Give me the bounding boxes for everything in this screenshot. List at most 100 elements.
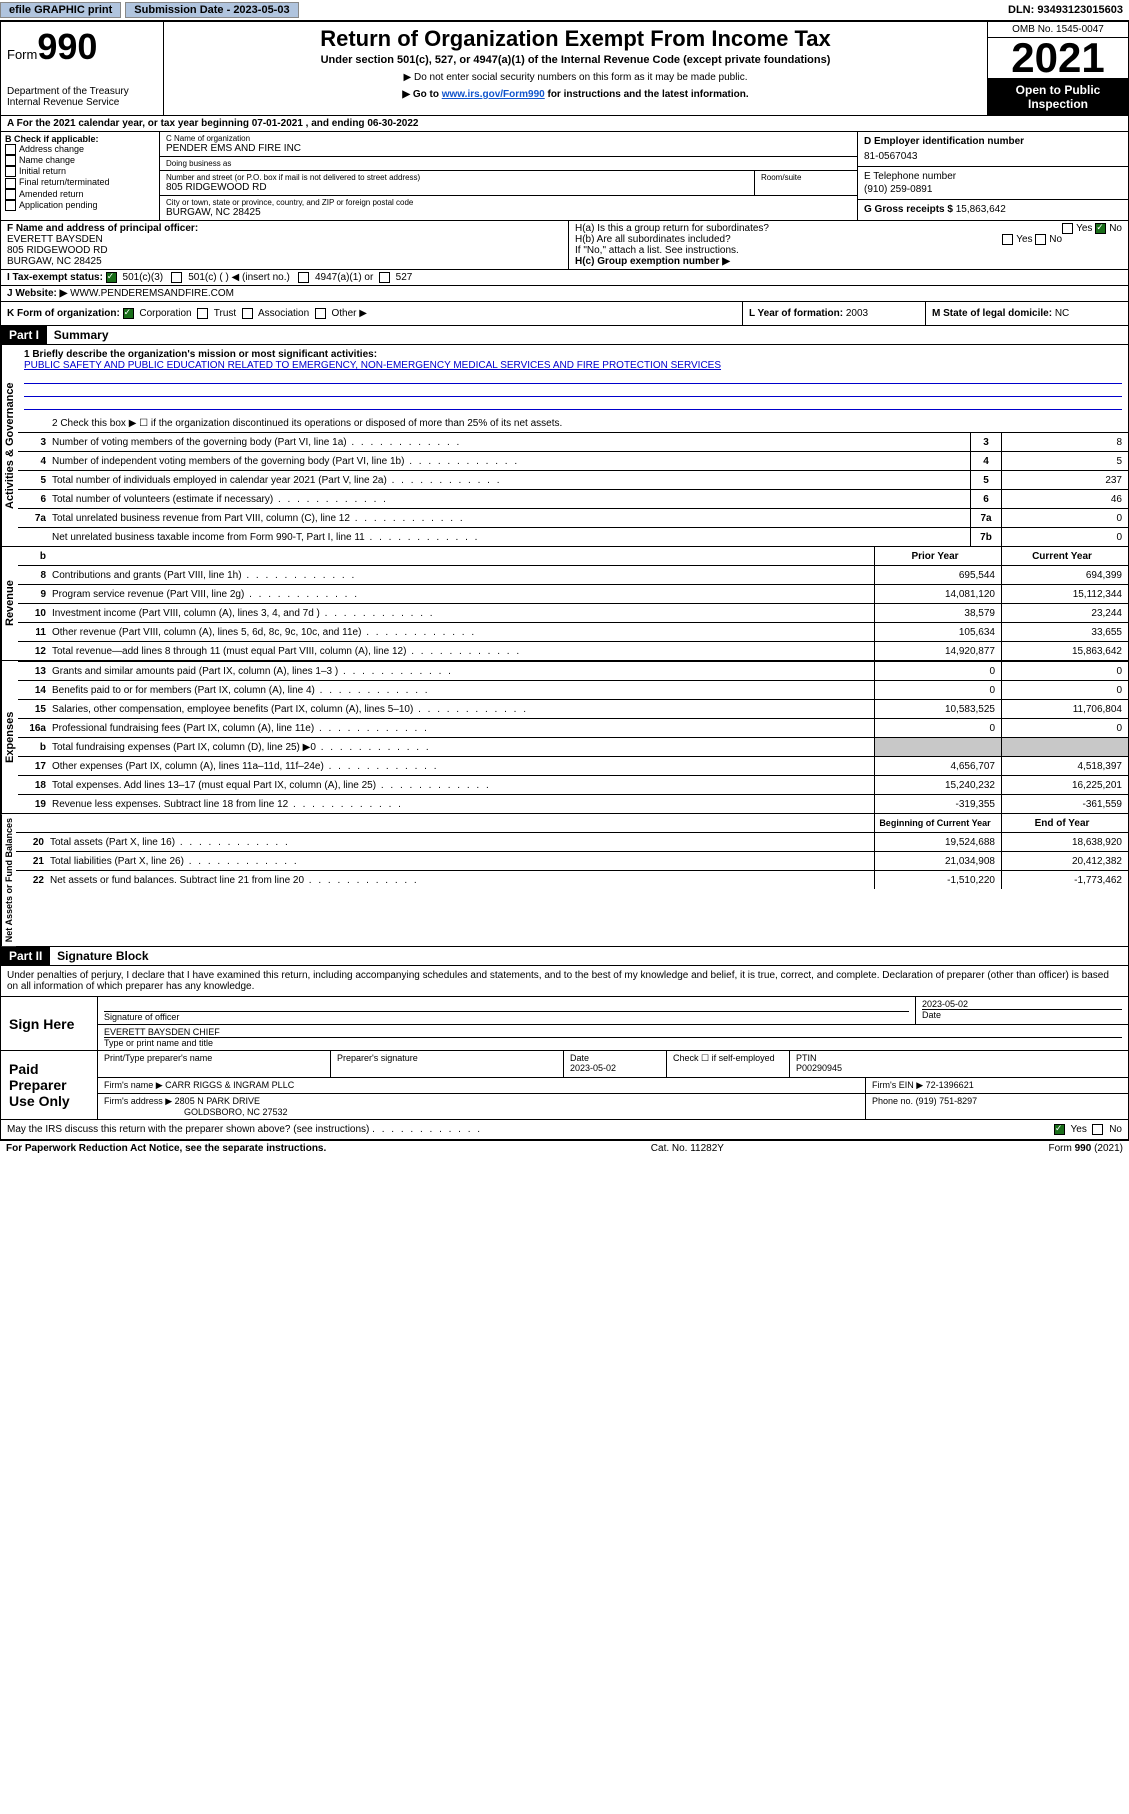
signature-block: Under penalties of perjury, I declare th… (0, 966, 1129, 1140)
discuss-no[interactable] (1092, 1124, 1103, 1135)
line-num: 12 (18, 646, 52, 657)
phone-value: (910) 259-0891 (864, 184, 1122, 195)
prior-val: 105,634 (874, 623, 1001, 641)
col-end-year: End of Year (1001, 814, 1128, 832)
prior-val: 14,081,120 (874, 585, 1001, 603)
line1-label: 1 Briefly describe the organization's mi… (24, 349, 1122, 360)
line-desc: Total assets (Part X, line 16) (50, 835, 874, 850)
current-val: -361,559 (1001, 795, 1128, 813)
line-box: 7b (970, 528, 1001, 546)
part-i-header-row: Part I Summary (0, 326, 1129, 345)
note-link: ▶ Go to www.irs.gov/Form990 for instruct… (170, 89, 981, 100)
hb-no-label: No (1049, 234, 1062, 245)
line-desc: Program service revenue (Part VIII, line… (52, 587, 874, 602)
checkbox-application-pending[interactable] (5, 200, 16, 211)
website-label: J Website: ▶ (7, 288, 67, 299)
summary-line: 22Net assets or fund balances. Subtract … (16, 870, 1128, 889)
line-num: 8 (18, 570, 52, 581)
line-val: 0 (1001, 509, 1128, 527)
row-f-h: F Name and address of principal officer:… (0, 221, 1129, 270)
opt-501c: 501(c) ( ) ◀ (insert no.) (188, 272, 290, 283)
section-f: F Name and address of principal officer:… (1, 221, 569, 269)
checkbox-name-change[interactable] (5, 155, 16, 166)
checkbox-final-return[interactable] (5, 178, 16, 189)
prior-val: 0 (874, 681, 1001, 699)
section-deg: D Employer identification number 81-0567… (857, 132, 1128, 220)
mission-line4 (24, 397, 1122, 410)
firm-addr-label: Firm's address ▶ (104, 1096, 172, 1106)
firm-phone-label: Phone no. (872, 1096, 913, 1106)
opt-trust: Trust (214, 308, 236, 319)
officer-printed-name: EVERETT BAYSDEN CHIEF (104, 1027, 1122, 1037)
header-mid: Return of Organization Exempt From Incom… (164, 22, 988, 115)
line-box: 7a (970, 509, 1001, 527)
officer-label: F Name and address of principal officer: (7, 223, 562, 234)
line-num: b (18, 742, 52, 753)
cb-4947[interactable] (298, 272, 309, 283)
firm-addr2: GOLDSBORO, NC 27532 (184, 1107, 288, 1117)
dba-label: Doing business as (166, 159, 851, 168)
cb-501c[interactable] (171, 272, 182, 283)
prior-val: 10,583,525 (874, 700, 1001, 718)
line-desc: Investment income (Part VIII, column (A)… (52, 606, 874, 621)
year-formation-value: 2003 (846, 308, 868, 319)
row-j: J Website: ▶ WWW.PENDEREMSANDFIRE.COM (0, 286, 1129, 302)
note2-post: for instructions and the latest informat… (545, 89, 749, 100)
summary-line: 5Total number of individuals employed in… (18, 470, 1128, 489)
state-domicile-value: NC (1055, 308, 1069, 319)
part-i-badge: Part I (1, 326, 47, 344)
phone-label: E Telephone number (864, 171, 1122, 182)
hb-no[interactable] (1035, 234, 1046, 245)
submission-date-button[interactable]: Submission Date - 2023-05-03 (125, 2, 298, 18)
ha-no[interactable] (1095, 223, 1106, 234)
prior-val: -1,510,220 (874, 871, 1001, 889)
cb-527[interactable] (379, 272, 390, 283)
sign-here-label: Sign Here (1, 997, 98, 1050)
mission-text: PUBLIC SAFETY AND PUBLIC EDUCATION RELAT… (24, 360, 1122, 371)
checkbox-address-change[interactable] (5, 144, 16, 155)
cb-other[interactable] (315, 308, 326, 319)
cb-501c3[interactable] (106, 272, 117, 283)
sig-officer-label: Signature of officer (104, 1011, 909, 1022)
ha-yes[interactable] (1062, 223, 1073, 234)
opt-4947: 4947(a)(1) or (315, 272, 373, 283)
line-desc: Other expenses (Part IX, column (A), lin… (52, 759, 874, 774)
checkbox-amended-return[interactable] (5, 189, 16, 200)
discuss-yes-label: Yes (1071, 1125, 1087, 1136)
opt-association: Association (258, 308, 309, 319)
firm-addr1: 2805 N PARK DRIVE (175, 1096, 260, 1106)
irs-link[interactable]: www.irs.gov/Form990 (442, 89, 545, 100)
current-val: 0 (1001, 662, 1128, 680)
cb-corporation[interactable] (123, 308, 134, 319)
street-value: 805 RIDGEWOOD RD (166, 182, 748, 193)
summary-line: 15Salaries, other compensation, employee… (18, 699, 1128, 718)
section-b: B Check if applicable: Address change Na… (1, 132, 160, 220)
col-prior-year: Prior Year (874, 547, 1001, 565)
line-num: 18 (18, 780, 52, 791)
cb-association[interactable] (242, 308, 253, 319)
checkbox-initial-return[interactable] (5, 166, 16, 177)
footer-mid: Cat. No. 11282Y (651, 1143, 724, 1154)
city-value: BURGAW, NC 28425 (166, 207, 851, 218)
firm-name-value: CARR RIGGS & INGRAM PLLC (165, 1080, 294, 1090)
page-footer: For Paperwork Reduction Act Notice, see … (0, 1140, 1129, 1156)
discuss-yes[interactable] (1054, 1124, 1065, 1135)
tax-exempt-label: I Tax-exempt status: (7, 272, 103, 283)
gross-label: G Gross receipts $ (864, 204, 953, 215)
summary-line: bTotal fundraising expenses (Part IX, co… (18, 737, 1128, 756)
summary-line: 8Contributions and grants (Part VIII, li… (18, 565, 1128, 584)
opt-name-change: Name change (19, 155, 75, 165)
row-klm: K Form of organization: Corporation Trus… (0, 302, 1129, 326)
efile-button[interactable]: efile GRAPHIC print (0, 2, 121, 18)
line-box: 3 (970, 433, 1001, 451)
current-val: 20,412,382 (1001, 852, 1128, 870)
firm-phone-value: (919) 751-8297 (916, 1096, 978, 1106)
vtab-revenue: Revenue (1, 547, 18, 660)
line-num: 10 (18, 608, 52, 619)
summary-line: 12Total revenue—add lines 8 through 11 (… (18, 641, 1128, 660)
summary-line: 17Other expenses (Part IX, column (A), l… (18, 756, 1128, 775)
cb-trust[interactable] (197, 308, 208, 319)
line-desc: Number of voting members of the governin… (52, 435, 970, 450)
line-box: 4 (970, 452, 1001, 470)
hb-yes[interactable] (1002, 234, 1013, 245)
